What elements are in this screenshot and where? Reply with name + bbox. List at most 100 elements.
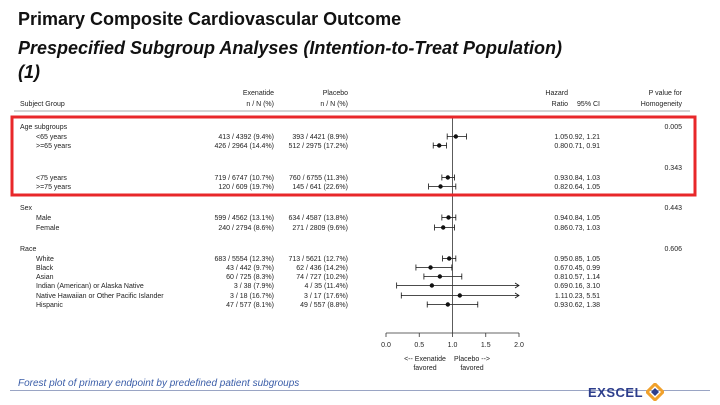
header-placebo: Placebo: [323, 90, 348, 97]
row-label: Black: [36, 265, 54, 272]
row-label: <65 years: [36, 134, 67, 141]
header-exenatide-n: n / N (%): [246, 101, 274, 108]
hazard-ratio-point: [428, 265, 433, 270]
ci-value: 0.45, 0.99: [569, 265, 600, 272]
x-tick-label: 2.0: [514, 342, 524, 349]
exenatide-events: 60 / 725 (8.3%): [226, 274, 274, 281]
row-label: Indian (American) or Alaska Native: [36, 283, 144, 290]
exscel-logo: EXSCEL: [588, 383, 665, 401]
x-tick-label: 1.0: [448, 342, 458, 349]
ci-value: 0.73, 1.03: [569, 225, 600, 232]
p-value: 0.443: [664, 205, 682, 212]
hazard-ratio-point: [446, 215, 451, 220]
ci-arrow: [514, 282, 520, 289]
axis-right-direction: Placebo -->: [454, 356, 490, 363]
placebo-events: 713 / 5621 (12.7%): [288, 256, 348, 263]
exenatide-events: 240 / 2794 (8.6%): [218, 225, 274, 232]
placebo-events: 49 / 557 (8.8%): [300, 302, 348, 309]
row-label: Male: [36, 215, 51, 222]
placebo-events: 145 / 641 (22.6%): [292, 184, 348, 191]
highlight-box: [10, 115, 697, 197]
exenatide-events: 719 / 6747 (10.7%): [214, 175, 274, 182]
header-subject-group: Subject Group: [20, 101, 65, 108]
hazard-ratio-point: [445, 302, 451, 307]
hazard-ratio-point: [453, 134, 459, 139]
exenatide-events: 413 / 4392 (9.4%): [218, 134, 274, 141]
header-p-value-2: Homogeneity: [641, 101, 683, 108]
hazard-ratio-value: 0.94: [554, 215, 568, 222]
hazard-ratio-point: [437, 143, 442, 148]
logo-text: EXSCEL: [588, 384, 644, 400]
hazard-ratio-value: 0.81: [554, 274, 568, 281]
ci-value: 0.71, 0.91: [569, 143, 600, 150]
logo-mark-icon: [646, 383, 665, 401]
hazard-ratio-value: 0.80: [554, 143, 568, 150]
slide-title: Primary Composite Cardiovascular Outcome: [18, 9, 402, 29]
hazard-ratio-point: [437, 274, 443, 279]
ci-value: 0.64, 1.05: [569, 184, 600, 191]
placebo-events: 62 / 436 (14.2%): [296, 265, 348, 272]
ci-arrow: [514, 292, 520, 299]
placebo-events: 760 / 6755 (11.3%): [289, 175, 348, 182]
hazard-ratio-value: 0.93: [554, 175, 568, 182]
header-exenatide: Exenatide: [243, 90, 274, 97]
ci-value: 0.57, 1.14: [569, 274, 600, 281]
placebo-events: 74 / 727 (10.2%): [296, 274, 348, 281]
hazard-ratio-value: 0.69: [554, 283, 568, 290]
placebo-events: 271 / 2809 (9.6%): [292, 225, 348, 232]
axis-right-direction-2: favored: [460, 365, 483, 372]
placebo-events: 4 / 35 (11.4%): [305, 283, 348, 290]
footer-divider: [10, 390, 710, 391]
ci-value: 0.23, 5.51: [569, 293, 600, 300]
x-tick-label: 1.5: [481, 342, 491, 349]
placebo-events: 634 / 4587 (13.8%): [288, 215, 348, 222]
hazard-ratio-value: 1.05: [554, 134, 568, 141]
header-hazard-ratio-2: Ratio: [552, 101, 568, 108]
row-label: Hispanic: [36, 302, 63, 309]
header-p-value: P value for: [649, 90, 683, 97]
axis-left-direction-2: favored: [413, 365, 436, 372]
row-label: >=75 years: [36, 184, 72, 191]
placebo-events: 512 / 2975 (17.2%): [288, 143, 348, 150]
header-placebo-n: n / N (%): [320, 101, 348, 108]
slide-subtitle-number: (1): [18, 62, 40, 82]
hazard-ratio-value: 1.11: [555, 293, 568, 300]
figure-caption: Forest plot of primary endpoint by prede…: [18, 378, 300, 389]
hazard-ratio-value: 0.82: [554, 184, 568, 191]
hazard-ratio-point: [429, 283, 435, 288]
row-label: White: [36, 256, 54, 263]
ci-value: 0.85, 1.05: [569, 256, 600, 263]
header-ci: 95% CI: [577, 101, 600, 108]
ci-value: 0.84, 1.03: [569, 175, 600, 182]
subgroup-heading: Age subgroups: [20, 124, 68, 131]
exenatide-events: 3 / 38 (7.9%): [234, 283, 274, 290]
x-tick-label: 0.0: [381, 342, 391, 349]
exenatide-events: 599 / 4562 (13.1%): [214, 215, 274, 222]
x-tick-label: 0.5: [414, 342, 424, 349]
row-label: Asian: [36, 274, 54, 281]
hazard-ratio-value: 0.95: [554, 256, 568, 263]
row-label: Female: [36, 225, 59, 232]
hazard-ratio-point: [446, 256, 452, 261]
axis-left-direction: <-- Exenatide: [404, 356, 446, 363]
exenatide-events: 43 / 442 (9.7%): [226, 265, 274, 272]
exenatide-events: 3 / 18 (16.7%): [230, 293, 274, 300]
exenatide-events: 47 / 577 (8.1%): [226, 302, 274, 309]
hazard-ratio-point: [457, 293, 463, 298]
p-value: 0.606: [664, 246, 682, 253]
ci-value: 0.92, 1.21: [569, 134, 600, 141]
exenatide-events: 426 / 2964 (14.4%): [214, 143, 274, 150]
hazard-ratio-point: [445, 175, 451, 180]
subgroup-heading: Sex: [20, 205, 33, 212]
exenatide-events: 683 / 5554 (12.3%): [214, 256, 274, 263]
hazard-ratio-value: 0.67: [554, 265, 568, 272]
ci-value: 0.62, 1.38: [569, 302, 600, 309]
hazard-ratio-point: [440, 225, 446, 230]
header-hazard-ratio: Hazard: [545, 90, 568, 97]
hazard-ratio-point: [438, 184, 443, 189]
subgroup-heading: Race: [20, 246, 36, 253]
ci-value: 0.16, 3.10: [569, 283, 600, 290]
row-label: >=65 years: [36, 143, 72, 150]
hazard-ratio-value: 0.93: [554, 302, 568, 309]
